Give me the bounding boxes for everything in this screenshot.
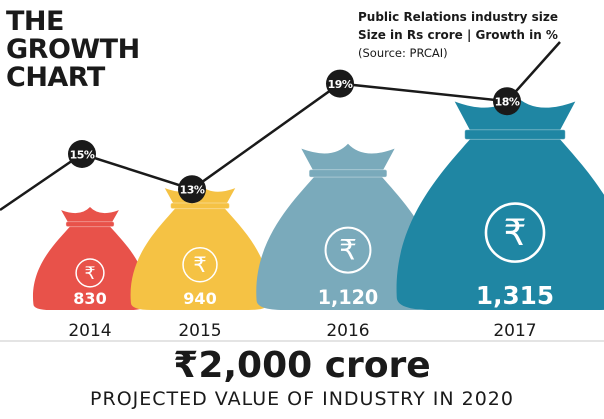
growth-label-2014: 15%	[70, 149, 95, 162]
bag-body	[32, 225, 148, 310]
growth-label-2015: 13%	[180, 184, 205, 197]
bag-tie	[170, 202, 230, 210]
rupee-symbol: ₹	[503, 211, 526, 254]
bag-top	[301, 143, 395, 172]
growth-label-2017: 18%	[495, 96, 520, 109]
rupee-icon	[75, 258, 105, 288]
rupee-symbol: ₹	[193, 252, 206, 277]
money-bag-2015: ₹940	[130, 184, 270, 310]
money-bag-2017: ₹1,315	[396, 95, 604, 310]
rupee-symbol: ₹	[339, 234, 357, 267]
bag-body	[130, 206, 270, 310]
year-label-2015: 2015	[178, 321, 221, 341]
chart-subtitle: Public Relations industry size Size in R…	[358, 8, 558, 62]
bag-body	[256, 173, 440, 310]
value-label-2017: 1,315	[476, 281, 554, 310]
year-label-2014: 2014	[68, 321, 111, 341]
subtitle-line-2: Size in Rs crore | Growth in %	[358, 28, 558, 42]
rupee-icon	[182, 247, 218, 283]
projected-caption: PROJECTED VALUE OF INDUSTRY IN 2020	[90, 388, 514, 410]
bag-tie	[65, 221, 115, 228]
source-note: (Source: PRCAI)	[358, 46, 448, 60]
growth-badge-2017	[493, 87, 521, 116]
growth-badge-2015	[178, 175, 206, 204]
year-label-2016: 2016	[326, 321, 369, 341]
value-label-2014: 830	[73, 289, 106, 308]
bag-tie	[464, 129, 566, 140]
chart-title: THE GROWTH CHART	[6, 8, 140, 92]
title-line-2: GROWTH	[6, 34, 140, 65]
bag-tie	[308, 169, 388, 178]
year-label-2017: 2017	[493, 321, 536, 341]
bag-body	[396, 133, 604, 310]
subtitle-line-1: Public Relations industry size	[358, 10, 558, 24]
growth-badge-2016	[326, 69, 354, 98]
value-label-2016: 1,120	[318, 286, 378, 309]
value-label-2015: 940	[183, 289, 216, 308]
projected-value: ₹2,000 crore	[173, 345, 431, 386]
money-bag-2014: ₹830	[32, 207, 148, 310]
title-line-3: CHART	[6, 62, 105, 93]
rupee-symbol: ₹	[84, 264, 95, 284]
title-line-1: THE	[6, 6, 64, 37]
growth-chart: ₹830 2014 ₹940 2015 ₹1,120 2016 ₹1,315 2017 15% 1…	[0, 41, 604, 342]
bag-top	[61, 207, 119, 224]
growth-badge-2014	[68, 140, 96, 168]
rupee-icon	[484, 202, 546, 263]
growth-label-2016: 19%	[328, 78, 353, 91]
money-bag-2016: ₹1,120	[256, 143, 440, 310]
rupee-icon	[324, 226, 372, 274]
bag-top	[454, 95, 576, 132]
